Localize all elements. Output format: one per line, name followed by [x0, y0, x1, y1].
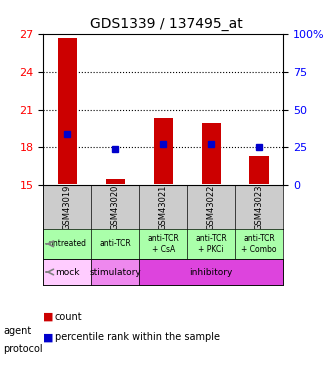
Text: stimulatory: stimulatory [89, 267, 141, 276]
Text: count: count [55, 312, 83, 322]
Text: mock: mock [55, 267, 80, 276]
Bar [91, 259, 139, 285]
Bar [201, 123, 221, 184]
Text: anti-TCR: anti-TCR [99, 239, 131, 248]
Bar [139, 259, 283, 285]
Text: protocol: protocol [3, 345, 43, 354]
Text: anti-TCR
+ PKCi: anti-TCR + PKCi [195, 234, 227, 254]
Text: agent: agent [3, 326, 32, 336]
Text: GSM43019: GSM43019 [63, 184, 72, 230]
Text: anti-TCR
+ CsA: anti-TCR + CsA [147, 234, 179, 254]
Text: GSM43023: GSM43023 [254, 184, 264, 230]
Text: GSM43020: GSM43020 [111, 184, 120, 230]
Text: untreated: untreated [48, 239, 86, 248]
Text: anti-TCR
+ Combo: anti-TCR + Combo [241, 234, 277, 254]
Bar [249, 156, 269, 184]
Text: inhibitory: inhibitory [189, 267, 233, 276]
Text: percentile rank within the sample: percentile rank within the sample [55, 333, 220, 342]
Bar [154, 118, 173, 184]
Bar [58, 38, 77, 184]
Bar [43, 259, 91, 285]
Text: GDS1339 / 137495_at: GDS1339 / 137495_at [90, 17, 243, 31]
Text: ■: ■ [43, 333, 54, 342]
Bar [106, 179, 125, 184]
Text: ■: ■ [43, 312, 54, 322]
Text: GSM43021: GSM43021 [159, 184, 168, 230]
Text: GSM43022: GSM43022 [206, 184, 216, 230]
